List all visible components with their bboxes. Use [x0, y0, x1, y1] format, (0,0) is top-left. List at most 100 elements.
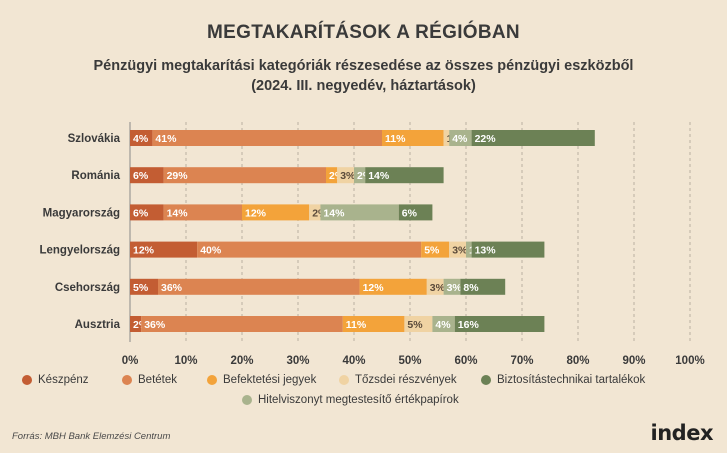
bar-segment — [460, 278, 506, 295]
bar-segment — [242, 204, 310, 221]
x-tick-label: 100% — [675, 355, 704, 367]
data-label: 5% — [424, 245, 440, 257]
legend-label: Betétek — [138, 374, 177, 386]
bar-segment — [454, 316, 545, 332]
bar-segment — [449, 130, 472, 146]
bar-segment — [130, 278, 158, 295]
data-label: 40% — [200, 245, 222, 257]
bar-segment — [337, 167, 354, 184]
x-tick-label: 80% — [566, 355, 589, 367]
bar-segment — [130, 167, 164, 184]
bar-segment — [365, 167, 444, 184]
bar-segment — [130, 241, 198, 258]
data-label: 4% — [133, 133, 149, 145]
legend-label: Tőzsdei részvények — [355, 374, 457, 386]
data-label: 3% — [447, 282, 463, 294]
data-label: 4% — [452, 133, 468, 145]
legend-swatch — [481, 375, 491, 385]
legend-item: Tőzsdei részvények — [339, 374, 457, 386]
category-label: Magyarország — [43, 207, 120, 219]
bar-segment — [382, 130, 444, 146]
legend-swatch — [242, 395, 252, 405]
data-label: 6% — [402, 207, 418, 219]
bar-segment — [130, 316, 142, 332]
data-label: 36% — [144, 319, 166, 331]
x-tick-label: 40% — [342, 355, 365, 367]
bar-segment — [421, 241, 450, 258]
data-label: 22% — [475, 133, 497, 145]
data-label: 6% — [133, 170, 149, 182]
legend-label: Biztosítástechnikai tartalékok — [497, 374, 646, 386]
bar-segment — [432, 316, 455, 332]
data-label: 41% — [155, 133, 177, 145]
legend-item: Betétek — [122, 374, 177, 386]
bar-segment — [354, 167, 366, 184]
bar-segment — [326, 167, 338, 184]
x-tick-label: 50% — [398, 355, 421, 367]
bar-segment — [163, 204, 242, 221]
data-label: 5% — [407, 319, 423, 331]
data-label: 5% — [133, 282, 149, 294]
legend-label: Készpénz — [38, 374, 89, 386]
legend-swatch — [22, 375, 32, 385]
data-label: 16% — [458, 319, 480, 331]
data-label: 3% — [430, 282, 446, 294]
category-label: Lengyelország — [39, 245, 120, 257]
source-note: Forrás: MBH Bank Elemzési Centrum — [12, 431, 171, 442]
legend-swatch — [122, 375, 132, 385]
bar-segment — [197, 241, 422, 258]
data-label: 11% — [385, 133, 406, 145]
subtitle-line-2: (2024. III. negyedév, háztartások) — [251, 78, 476, 94]
bar-segment — [466, 241, 472, 258]
category-label: Románia — [71, 170, 120, 182]
bar-segment — [443, 130, 450, 146]
bar-segment — [130, 204, 164, 221]
legend-item: Befektetési jegyek — [207, 374, 316, 386]
bar-segment — [359, 278, 427, 295]
bar-segment — [320, 204, 399, 221]
data-label: 14% — [167, 207, 189, 219]
legend-swatch — [207, 375, 217, 385]
legend-label: Befektetési jegyek — [223, 374, 317, 386]
category-label: Csehország — [55, 282, 120, 294]
bar-segment — [398, 204, 433, 221]
data-label: 12% — [245, 207, 267, 219]
x-tick-label: 20% — [230, 355, 253, 367]
data-label: 12% — [133, 245, 155, 257]
bar-segment — [471, 241, 545, 258]
subtitle-line-1: Pénzügyi megtakarítási kategóriák részes… — [93, 58, 634, 74]
data-label: 29% — [167, 170, 189, 182]
legend-label: Hitelviszonyt megtestesítő értékpapírok — [258, 394, 459, 406]
data-label: 12% — [363, 282, 385, 294]
x-tick-label: 60% — [454, 355, 477, 367]
x-tick-label: 30% — [286, 355, 309, 367]
chart-title: MEGTAKARÍTÁSOK A RÉGIÓBAN — [207, 22, 520, 43]
legend-item: Készpénz — [22, 374, 89, 386]
data-label: 36% — [161, 282, 183, 294]
bar-segment — [141, 316, 343, 332]
bar-segment — [342, 316, 405, 332]
bar-segment — [471, 130, 595, 146]
data-label: 3% — [340, 170, 356, 182]
x-tick-label: 0% — [122, 355, 139, 367]
bar-segment — [309, 204, 321, 221]
data-label: 4% — [435, 319, 451, 331]
data-label: 13% — [475, 245, 497, 257]
bar-segment — [443, 278, 461, 295]
category-label: Szlovákia — [68, 133, 121, 145]
data-label: 11% — [346, 319, 367, 331]
index-logo: index — [650, 421, 714, 445]
legend-item: Biztosítástechnikai tartalékok — [481, 374, 645, 386]
x-tick-label: 10% — [174, 355, 197, 367]
data-label: 3% — [452, 245, 468, 257]
bar-segment — [449, 241, 466, 258]
bar-segment — [158, 278, 360, 295]
chart-subtitle: Pénzügyi megtakarítási kategóriák részes… — [0, 56, 727, 96]
x-tick-label: 90% — [622, 355, 645, 367]
bar-segment — [404, 316, 433, 332]
data-label: 14% — [368, 170, 390, 182]
legend-swatch — [339, 375, 349, 385]
category-label: Ausztria — [75, 319, 121, 331]
bar-segment — [163, 167, 326, 184]
